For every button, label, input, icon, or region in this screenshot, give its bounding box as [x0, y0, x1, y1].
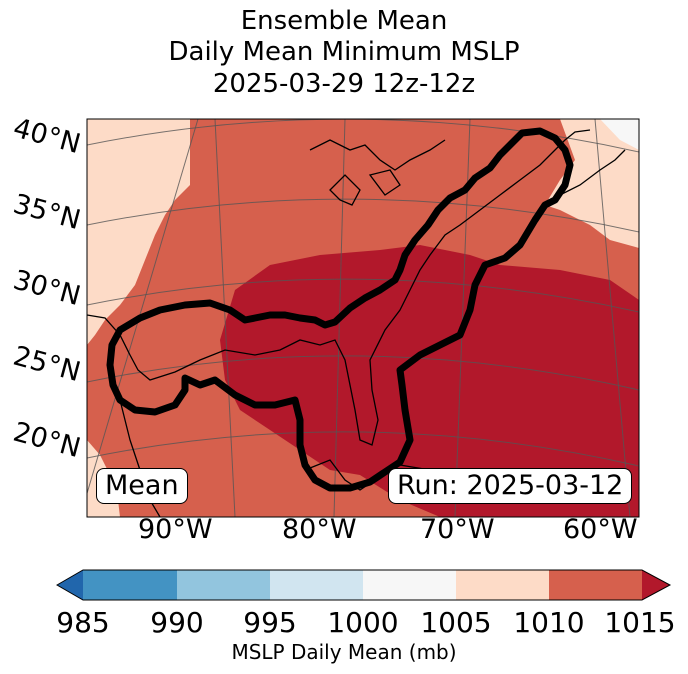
- lon-label-90: 90°W: [138, 514, 213, 545]
- colorbar-tick-995: 995: [243, 606, 297, 639]
- mslp-region-1005-northeast: [545, 119, 639, 248]
- run-date-box: Run: 2025-03-12: [388, 468, 633, 504]
- mslp-contour-outline: [106, 127, 574, 492]
- colorbar-extend-high: [642, 570, 670, 600]
- title-line-1: Ensemble Mean: [240, 6, 448, 36]
- lon-label-60: 60°W: [563, 514, 638, 545]
- colorbar-tick-1010: 1010: [513, 606, 585, 639]
- colorbar-segment: [363, 570, 456, 600]
- colorbar-tick-1005: 1005: [420, 606, 492, 639]
- colorbar-label: MSLP Daily Mean (mb): [231, 640, 457, 664]
- colorbar-tick-985: 985: [56, 606, 110, 639]
- colorbar-segment: [456, 570, 549, 600]
- title-line-3: 2025-03-29 12z-12z: [212, 69, 476, 99]
- title-line-2: Daily Mean Minimum MSLP: [168, 37, 520, 67]
- map-frame: [86, 118, 640, 518]
- colorbar-segment: [177, 570, 270, 600]
- graticule: [87, 119, 639, 517]
- colorbar-segment: [83, 570, 177, 600]
- mean-label-box: Mean: [96, 468, 188, 504]
- colorbar-tick-1000: 1000: [327, 606, 399, 639]
- mslp-region-1005-northwest: [87, 119, 190, 345]
- mslp-region-1015: [220, 245, 639, 517]
- colorbar-segment: [549, 570, 642, 600]
- mslp-region-1000-northeast: [600, 119, 639, 150]
- colorbar-tick-1015: 1015: [604, 606, 676, 639]
- lon-label-80: 80°W: [282, 514, 357, 545]
- colorbar-extend-low: [57, 570, 83, 600]
- colorbar: [55, 569, 672, 601]
- colorbar-segment: [270, 570, 363, 600]
- colorbar-tick-990: 990: [150, 606, 204, 639]
- lon-label-70: 70°W: [420, 514, 495, 545]
